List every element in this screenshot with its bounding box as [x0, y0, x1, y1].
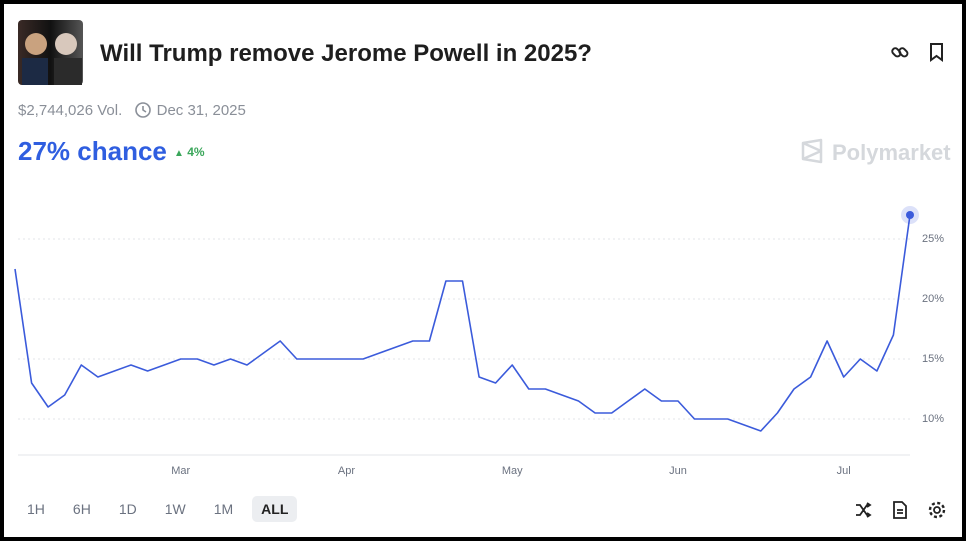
- brand-logo: [801, 138, 823, 164]
- document-icon[interactable]: [891, 501, 909, 519]
- bookmark-icon[interactable]: [928, 42, 946, 62]
- volume: $2,744,026 Vol.: [18, 102, 123, 119]
- market-card: Will Trump remove Jerome Powell in 2025?…: [4, 4, 962, 537]
- change-value: 4%: [187, 145, 205, 159]
- shuffle-icon[interactable]: [854, 501, 872, 519]
- x-tick-label: Jun: [669, 465, 687, 477]
- end-point: [906, 211, 914, 219]
- y-tick-label: 15%: [922, 353, 944, 365]
- market-meta: $2,744,026 Vol. Dec 31, 2025: [18, 102, 246, 119]
- y-tick-label: 20%: [922, 293, 944, 305]
- x-tick-label: Jul: [837, 465, 851, 477]
- range-button[interactable]: ALL: [252, 496, 298, 522]
- change: ▲ 4%: [174, 145, 205, 159]
- x-tick-label: Apr: [338, 465, 355, 477]
- range-button[interactable]: 1D: [118, 501, 137, 517]
- end-date: Dec 31, 2025: [156, 102, 246, 119]
- market-image: [18, 20, 83, 85]
- settings-icon[interactable]: [927, 500, 947, 520]
- market-title: Will Trump remove Jerome Powell in 2025?: [100, 40, 592, 67]
- y-tick-label: 25%: [922, 233, 944, 245]
- range-button[interactable]: 6H: [72, 501, 91, 517]
- y-tick-label: 10%: [922, 413, 944, 425]
- x-tick-label: Mar: [171, 465, 190, 477]
- price-chart: 10% 15% 20% 25% Mar Apr May Jun Jul: [14, 206, 944, 477]
- chance: 27% chance: [18, 136, 167, 166]
- link-icon[interactable]: [890, 42, 910, 62]
- clock-icon: [135, 102, 152, 118]
- range-button[interactable]: 1H: [27, 501, 45, 517]
- x-tick-label: May: [502, 465, 523, 477]
- range-button[interactable]: 1W: [164, 501, 186, 517]
- price-line: [14, 214, 911, 432]
- brand: Polymarket: [832, 140, 951, 165]
- range-button[interactable]: 1M: [213, 501, 234, 517]
